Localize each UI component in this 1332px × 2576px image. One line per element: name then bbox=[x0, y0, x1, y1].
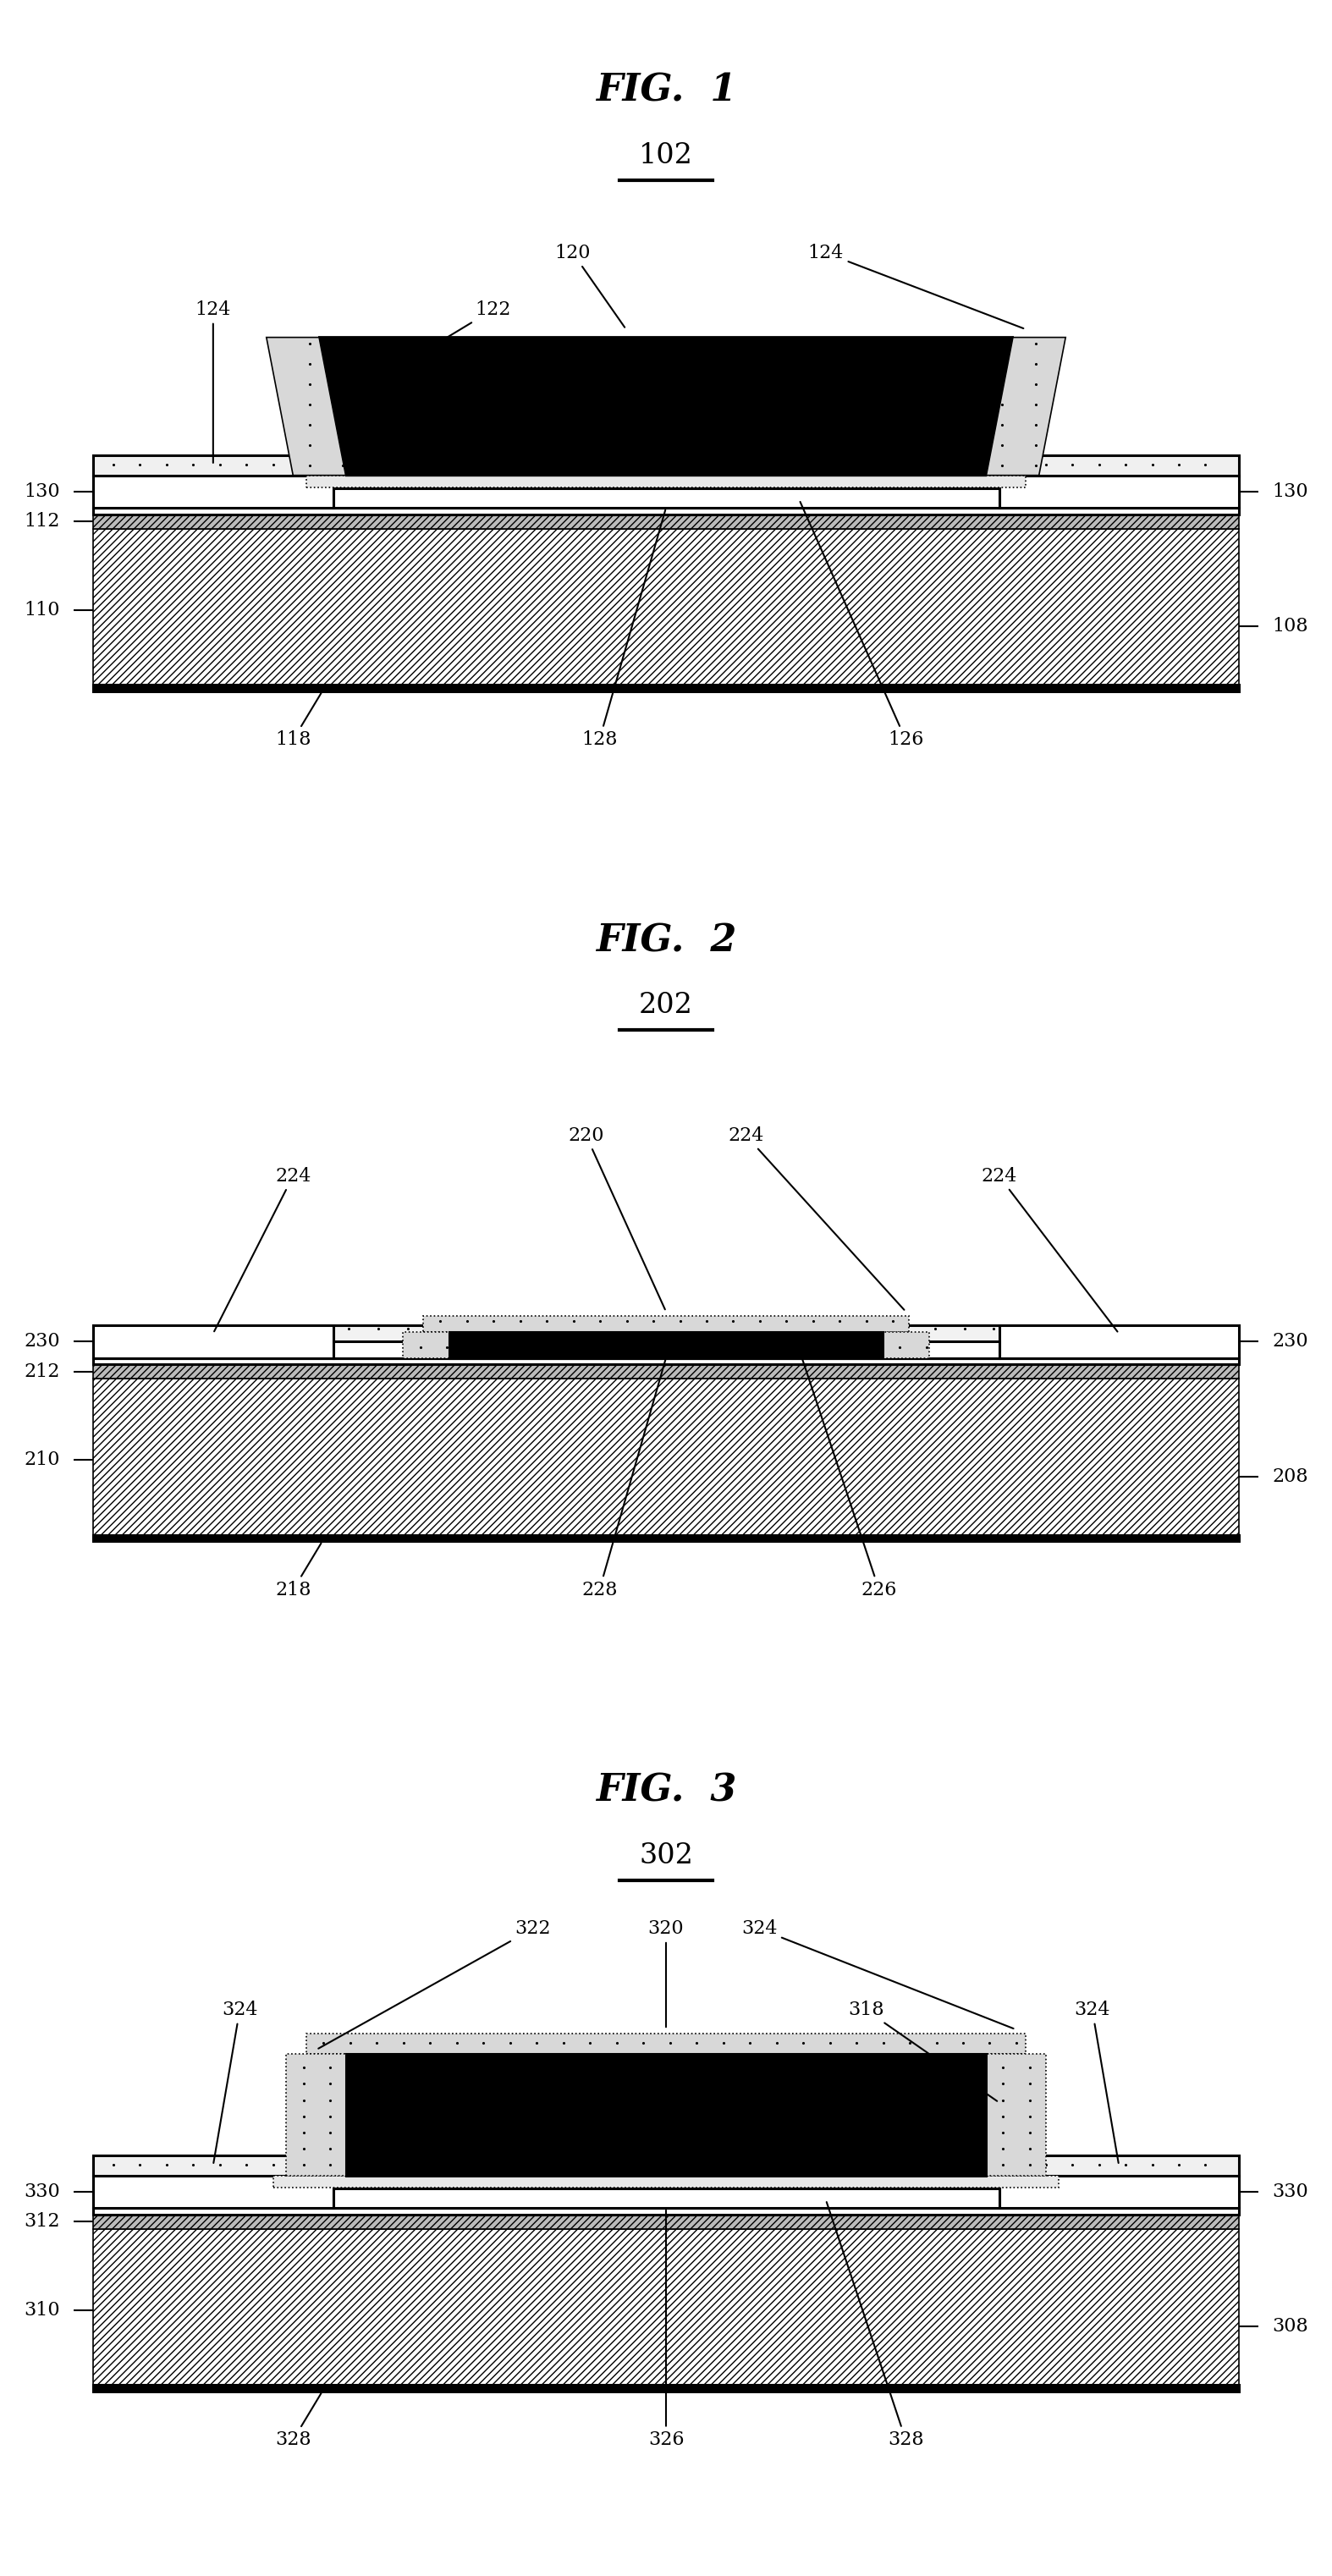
Text: FIG.  3: FIG. 3 bbox=[595, 1772, 737, 1808]
Text: 320: 320 bbox=[647, 1919, 685, 2027]
Bar bbox=[93, 1378, 1239, 1535]
Polygon shape bbox=[266, 337, 346, 477]
Bar bbox=[402, 1332, 450, 1358]
Bar bbox=[93, 477, 333, 507]
Text: 330: 330 bbox=[1272, 2182, 1308, 2200]
Bar bbox=[93, 1358, 1239, 1365]
Bar bbox=[93, 2156, 333, 2177]
Text: 330: 330 bbox=[24, 2182, 60, 2200]
Text: 208: 208 bbox=[1272, 1466, 1308, 1486]
Text: 120: 120 bbox=[554, 245, 625, 327]
Bar bbox=[999, 1327, 1239, 1358]
Bar bbox=[450, 1332, 883, 1358]
Bar bbox=[93, 2385, 1239, 2391]
Bar bbox=[306, 2032, 1026, 2053]
Text: 130: 130 bbox=[24, 482, 60, 500]
Text: 112: 112 bbox=[24, 513, 60, 531]
Text: 326: 326 bbox=[647, 2210, 685, 2450]
Bar bbox=[93, 456, 333, 477]
Bar bbox=[999, 477, 1239, 507]
Text: 328: 328 bbox=[274, 2393, 321, 2450]
Text: 130: 130 bbox=[1272, 482, 1308, 500]
Bar bbox=[93, 528, 1239, 685]
Bar bbox=[93, 477, 1239, 507]
Bar bbox=[883, 1332, 930, 1358]
Text: 310: 310 bbox=[24, 2300, 60, 2318]
Text: 308: 308 bbox=[1272, 2316, 1308, 2336]
Text: 324: 324 bbox=[741, 1919, 1014, 2027]
Text: 218: 218 bbox=[274, 1543, 321, 1600]
Text: 220: 220 bbox=[567, 1126, 665, 1309]
Bar bbox=[93, 2215, 1239, 2228]
Bar bbox=[999, 456, 1239, 477]
Text: 212: 212 bbox=[24, 1363, 60, 1381]
Text: 102: 102 bbox=[639, 142, 693, 170]
Bar bbox=[346, 2053, 986, 2177]
Text: 202: 202 bbox=[639, 992, 693, 1020]
Text: 324: 324 bbox=[213, 2002, 258, 2164]
Text: 124: 124 bbox=[196, 301, 230, 464]
Text: 128: 128 bbox=[581, 510, 666, 750]
Text: 224: 224 bbox=[729, 1126, 904, 1309]
Bar bbox=[93, 2177, 333, 2208]
Bar bbox=[93, 1365, 1239, 1378]
Bar bbox=[999, 2156, 1239, 2177]
Text: 118: 118 bbox=[274, 693, 321, 750]
Text: 108: 108 bbox=[1272, 616, 1308, 636]
Text: 126: 126 bbox=[801, 502, 923, 750]
Bar bbox=[986, 2053, 1046, 2177]
Bar bbox=[93, 2208, 1239, 2215]
Text: 122: 122 bbox=[336, 301, 510, 404]
Polygon shape bbox=[320, 337, 1012, 477]
Text: 226: 226 bbox=[801, 1352, 896, 1600]
Text: FIG.  1: FIG. 1 bbox=[595, 72, 737, 108]
Text: 230: 230 bbox=[1272, 1332, 1308, 1350]
Bar bbox=[93, 685, 1239, 690]
Bar bbox=[93, 507, 1239, 515]
Text: 228: 228 bbox=[581, 1360, 666, 1600]
Bar bbox=[424, 1316, 910, 1332]
Bar bbox=[93, 1327, 333, 1358]
Text: 124: 124 bbox=[809, 245, 1023, 327]
Text: 230: 230 bbox=[24, 1332, 60, 1350]
Text: 110: 110 bbox=[24, 600, 60, 618]
Text: 302: 302 bbox=[639, 1842, 693, 1870]
Bar bbox=[333, 489, 999, 507]
Bar bbox=[999, 2177, 1239, 2208]
Bar bbox=[93, 2228, 1239, 2385]
Bar bbox=[306, 477, 1026, 487]
Text: 324: 324 bbox=[1074, 2002, 1119, 2164]
Bar bbox=[93, 2177, 1239, 2208]
Text: FIG.  2: FIG. 2 bbox=[595, 922, 737, 958]
Polygon shape bbox=[986, 337, 1066, 477]
Bar bbox=[273, 2177, 1059, 2187]
Text: 322: 322 bbox=[318, 1919, 551, 2048]
Bar bbox=[286, 2053, 346, 2177]
Text: 312: 312 bbox=[24, 2213, 60, 2231]
Text: 224: 224 bbox=[982, 1167, 1118, 1332]
Text: 210: 210 bbox=[24, 1450, 60, 1468]
Text: 224: 224 bbox=[214, 1167, 310, 1332]
Bar bbox=[333, 2190, 999, 2208]
Bar bbox=[93, 1535, 1239, 1540]
Bar bbox=[93, 1327, 1239, 1358]
Bar bbox=[333, 1342, 999, 1358]
Text: 328: 328 bbox=[827, 2202, 924, 2450]
Text: 318: 318 bbox=[847, 2002, 998, 2102]
Bar bbox=[93, 515, 1239, 528]
